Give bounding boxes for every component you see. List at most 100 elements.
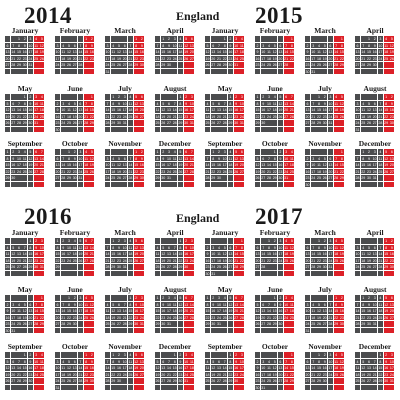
day-cell	[322, 270, 328, 277]
day-cell: 2	[322, 238, 328, 244]
day-number: 18	[16, 315, 21, 320]
day-cell: 22	[366, 55, 372, 62]
day-number: 5	[206, 43, 209, 48]
day-cell: 10	[310, 162, 316, 168]
day-number: 24	[234, 56, 239, 61]
day-cell: 11	[216, 251, 222, 257]
day-number: 9	[235, 359, 238, 364]
day-number: 28	[89, 258, 94, 263]
day-number: 21	[239, 309, 244, 313]
day-number: 30	[184, 265, 189, 269]
day-number: 20	[72, 372, 77, 377]
day-cell: 29	[205, 321, 211, 327]
day-cell: 21	[77, 55, 83, 62]
day-cell	[89, 68, 95, 75]
day-cell: 31	[310, 68, 316, 75]
day-cell	[355, 327, 361, 334]
day-number: 1	[223, 37, 226, 41]
day-cell: 29	[383, 264, 389, 270]
day-cell: 14	[233, 251, 239, 257]
day-cell: 18	[333, 365, 339, 371]
day-number: 12	[322, 50, 327, 54]
day-cell: 10	[233, 42, 239, 49]
day-cell: 13	[327, 162, 333, 168]
day-number: 21	[105, 114, 110, 119]
day-cell: 22	[333, 314, 339, 321]
day-number: 2	[117, 95, 120, 99]
day-cell	[255, 68, 261, 75]
day-number: 20	[55, 169, 60, 174]
day-cell	[333, 327, 339, 334]
day-number: 2	[117, 353, 120, 357]
day-cell	[55, 270, 61, 277]
day-cell: 30	[210, 321, 216, 327]
month-name: April	[366, 228, 384, 237]
day-cell: 26	[316, 321, 322, 327]
day-number: 10	[55, 366, 60, 370]
day-cell: 11	[227, 155, 233, 162]
day-number: 18	[189, 366, 194, 370]
day-number: 21	[284, 56, 289, 61]
day-number: 7	[90, 239, 93, 243]
day-cell	[127, 378, 133, 384]
month-calendar: January 1 2 3 4 5 6 7 8 9 10 11 12 13 14 15 16 17 18 19 20 21…	[204, 229, 246, 278]
day-number: 11	[205, 366, 210, 370]
day-cell: 22	[83, 55, 89, 62]
day-cell: 9	[205, 251, 211, 257]
day-cell: 14	[189, 155, 195, 162]
day-cell: 11	[155, 107, 161, 113]
day-number: 16	[139, 50, 144, 54]
day-number: 21	[105, 258, 110, 263]
day-cell	[360, 238, 366, 244]
day-cell: 18	[39, 107, 45, 113]
day-cell: 14	[77, 365, 83, 371]
day-number: 10	[234, 43, 239, 48]
day-cell: 11	[72, 244, 78, 251]
day-number: 11	[289, 302, 294, 307]
day-cell: 6	[210, 42, 216, 49]
day-cell: 28	[222, 120, 228, 126]
day-cell: 9	[160, 155, 166, 162]
day-cell: 27	[327, 62, 333, 68]
day-cell	[16, 327, 22, 334]
day-cell: 26	[22, 321, 28, 327]
day-cell: 30	[116, 120, 122, 126]
day-cell: 23	[160, 168, 166, 175]
day-cell: 1	[289, 36, 295, 42]
day-cell: 3	[16, 149, 22, 155]
day-number: 4	[267, 359, 270, 364]
day-number: 16	[22, 50, 27, 54]
day-cell: 7	[89, 238, 95, 244]
day-cell	[139, 384, 145, 391]
day-number: 14	[234, 252, 239, 256]
day-cell	[333, 264, 339, 270]
day-cell: 12	[160, 107, 166, 113]
day-cell: 15	[39, 308, 45, 314]
day-cell	[339, 327, 345, 334]
day-cell	[310, 181, 316, 188]
day-cell: 9	[389, 100, 395, 107]
day-cell	[355, 384, 361, 391]
day-cell: 8	[360, 301, 366, 308]
month-day-grid: 1 2 3 4 5 6 7 8 9 10 11 12 13 14 15 16 17 18 19 20 21 22 23 24 2…	[255, 36, 295, 75]
month-name: February	[59, 228, 91, 237]
day-cell: 9	[22, 42, 28, 49]
day-number: 4	[179, 37, 182, 41]
day-cell: 13	[33, 155, 39, 162]
month-name: August	[163, 84, 187, 93]
day-cell: 5	[72, 100, 78, 107]
day-number: 12	[161, 252, 166, 256]
day-cell	[127, 126, 133, 133]
day-number: 10	[311, 163, 316, 167]
day-number: 13	[122, 50, 127, 54]
day-number: 25	[355, 379, 360, 383]
day-cell	[172, 270, 178, 277]
day-number: 29	[134, 176, 139, 180]
day-cell: 4	[272, 94, 278, 100]
day-cell: 4	[66, 100, 72, 107]
day-number: 6	[373, 245, 376, 250]
day-cell: 10	[27, 42, 33, 49]
day-cell	[83, 94, 89, 100]
day-number: 21	[311, 114, 316, 119]
day-number: 13	[184, 156, 189, 161]
